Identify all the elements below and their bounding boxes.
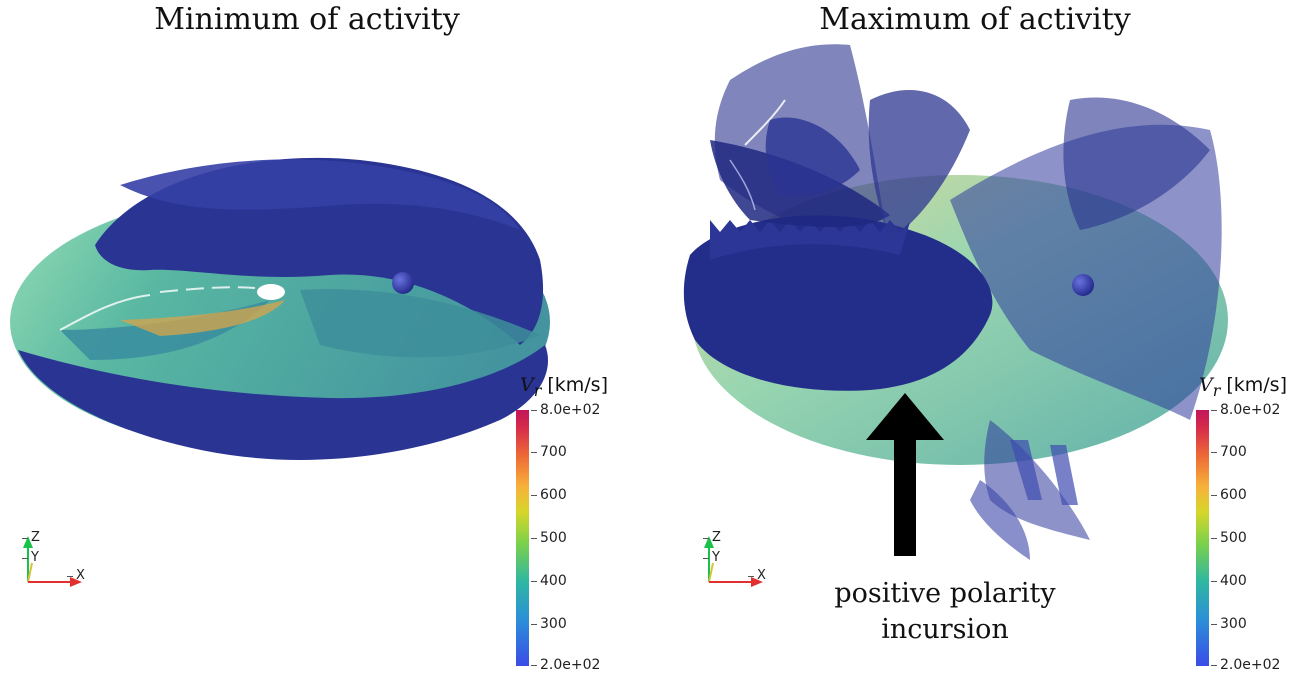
axis-z-label: Z	[22, 530, 40, 545]
colorbar-min: 2.0e+02	[1210, 657, 1281, 673]
heliospheric-current-sheet-view	[10, 157, 550, 587]
colorbar-tick: 300	[1211, 616, 1247, 632]
heliospheric-current-sheet-view	[683, 44, 1228, 587]
axis-z-label: Z	[703, 530, 721, 545]
colorbar-tick: 600	[531, 487, 567, 503]
planet-sphere	[392, 272, 414, 294]
panel-maximum: Maximum of activity	[650, 0, 1300, 679]
axis-y-label: Y	[703, 550, 720, 565]
current-sheet-strip	[1050, 445, 1078, 505]
axis-x-label: X	[67, 568, 85, 583]
colorbar-tick: 700	[1211, 444, 1247, 460]
colorbar-max: 8.0e+02	[1210, 402, 1281, 418]
colorbar-tick: 700	[531, 444, 567, 460]
panel-title: Minimum of activity	[154, 2, 460, 37]
spiral-arm	[300, 289, 540, 358]
colorbar-title: Vr [km/s]	[1199, 374, 1287, 400]
sawtooth-edge	[710, 220, 910, 260]
positive-polarity-lobe	[683, 215, 993, 391]
annotation-arrow	[866, 393, 944, 556]
panel-title: Maximum of activity	[819, 2, 1131, 37]
colorbar-tick: 300	[531, 616, 567, 632]
colorbar	[1196, 410, 1209, 666]
axis-y-label: Y	[22, 550, 39, 565]
colorbar-tick: 600	[1211, 487, 1247, 503]
colorbar-max: 8.0e+02	[530, 402, 601, 418]
current-sheet-surface	[18, 345, 548, 460]
current-sheet-surface	[120, 159, 520, 230]
axis-x-label: X	[748, 568, 766, 583]
colorbar-tick: 500	[531, 530, 567, 546]
colorbar-tick: 400	[531, 573, 567, 589]
colorbar	[516, 410, 529, 666]
orientation-axes	[23, 536, 82, 587]
planet-sphere	[1072, 274, 1094, 296]
orientation-axes	[704, 536, 763, 587]
fast-wind-stream	[120, 300, 285, 336]
colorbar-tick: 400	[1211, 573, 1247, 589]
current-sheet-strip	[1010, 440, 1042, 500]
current-sheet-surface	[868, 90, 970, 240]
panel-minimum: Minimum of activity	[10, 2, 608, 673]
annotation-text: positive polarity incursion	[834, 578, 1056, 645]
current-sheet-surface	[1063, 97, 1210, 230]
current-sheet-surface	[970, 480, 1030, 560]
colorbar-tick: 500	[1211, 530, 1247, 546]
colorbar-title: Vr [km/s]	[520, 374, 608, 400]
colorbar-min: 2.0e+02	[530, 657, 601, 673]
current-sheet-surface	[765, 117, 860, 197]
sun-position	[257, 284, 285, 300]
